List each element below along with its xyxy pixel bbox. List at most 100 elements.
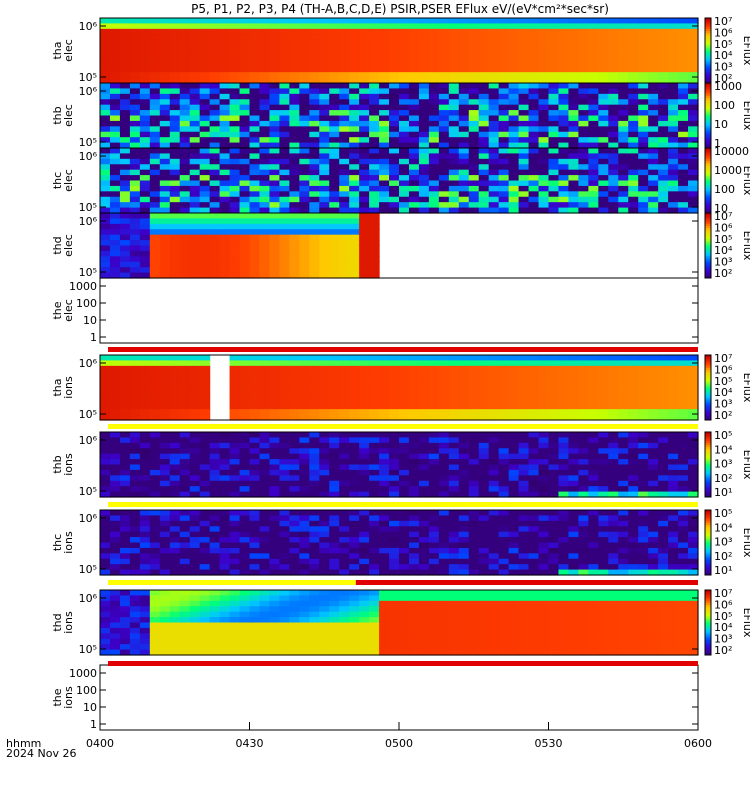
spectrogram-cell: [418, 23, 430, 30]
spectrogram-cell: [209, 169, 221, 176]
spectrogram-cell: [149, 164, 161, 171]
spectrogram-cell: [109, 558, 121, 565]
spectrogram-cell: [498, 569, 510, 576]
spectrogram-cell: [418, 360, 430, 367]
spectrogram-cell: [239, 218, 251, 225]
colorbar-segment: [705, 130, 711, 134]
spectrogram-cell: [309, 382, 320, 389]
spectrogram-cell: [359, 464, 370, 471]
spectrogram-cell: [119, 537, 131, 544]
spectrogram-cell: [249, 553, 261, 560]
spectrogram-cell: [598, 453, 609, 460]
spectrogram-cell: [229, 267, 241, 274]
spectrogram-cell: [109, 553, 121, 560]
spectrogram-cell: [269, 387, 280, 394]
spectrogram-cell: [668, 520, 679, 527]
spectrogram-cell: [349, 148, 360, 155]
spectrogram-cell: [289, 459, 300, 466]
spectrogram-cell: [408, 510, 420, 517]
spectrogram-cell: [259, 250, 271, 257]
spectrogram-cell: [638, 531, 649, 538]
spectrogram-cell: [418, 569, 430, 576]
spectrogram-cell: [418, 409, 430, 416]
spectrogram-cell: [608, 515, 619, 522]
spectrogram-cell: [249, 360, 261, 367]
spectrogram-cell: [259, 196, 271, 203]
spectrogram-cell: [578, 202, 589, 209]
spectrogram-cell: [379, 110, 390, 117]
spectrogram-cell: [149, 256, 161, 263]
spectrogram-cell: [418, 207, 430, 214]
spectrogram-cell: [578, 475, 589, 482]
spectrogram-cell: [299, 432, 310, 439]
spectrogram-cell: [249, 93, 261, 100]
spectrogram-cell: [129, 510, 141, 517]
spectrogram-cell: [598, 202, 609, 209]
spectrogram-cell: [369, 131, 380, 138]
spectrogram-cell: [498, 23, 510, 30]
spectrogram-cell: [309, 272, 320, 279]
spectrogram-cell: [428, 180, 440, 187]
spectrogram-cell: [688, 432, 699, 439]
spectrogram-cell: [239, 88, 251, 95]
spectrogram-cell: [468, 515, 480, 522]
spectrogram-cell: [638, 486, 649, 493]
spectrogram-cell: [588, 382, 599, 389]
spectrogram-cell: [538, 23, 550, 30]
spectrogram-cell: [548, 196, 560, 203]
panel-label-species: ions: [62, 376, 75, 399]
spectrogram-cell: [628, 104, 639, 111]
spectrogram-cell: [319, 542, 330, 549]
spectrogram-cell: [568, 382, 579, 389]
spectrogram-cell: [448, 148, 460, 155]
spectrogram-cell: [239, 142, 251, 149]
spectrogram-cell: [558, 480, 570, 487]
colorbar-segment: [705, 453, 711, 457]
spectrogram-cell: [528, 120, 540, 127]
spectrogram-cell: [239, 213, 251, 220]
spectrogram-cell: [508, 18, 520, 25]
spectrogram-cell: [498, 387, 510, 394]
spectrogram-cell: [109, 99, 121, 106]
spectrogram-cell: [139, 175, 151, 182]
colorbar-segment: [705, 50, 711, 54]
spectrogram-cell: [518, 77, 530, 84]
colorbar-tick-label: 10⁴: [714, 244, 733, 257]
spectrogram-cell: [329, 376, 340, 383]
spectrogram-cell: [638, 371, 649, 378]
spectrogram-cell: [329, 475, 340, 482]
spectrogram-cell: [678, 142, 689, 149]
spectrogram-cell: [508, 453, 520, 460]
spectrogram-cell: [548, 398, 560, 405]
spectrogram-cell: [508, 365, 520, 372]
spectrogram-cell: [598, 553, 609, 560]
spectrogram-cell: [418, 158, 430, 165]
spectrogram-cell: [239, 196, 251, 203]
spectrogram-cell: [259, 229, 271, 236]
spectrogram-cell: [279, 99, 290, 106]
spectrogram-cell: [399, 448, 410, 455]
spectrogram-cell: [219, 542, 231, 549]
spectrogram-cell: [289, 272, 300, 279]
spectrogram-cell: [608, 77, 619, 84]
spectrogram-cell: [129, 34, 141, 41]
spectrogram-cell: [428, 66, 440, 73]
spectrogram-cell: [578, 169, 589, 176]
spectrogram-cell: [269, 77, 280, 84]
spectrogram-cell: [129, 403, 141, 410]
spectrogram-cell: [508, 409, 520, 416]
spectrogram-cell: [259, 491, 271, 498]
spectrogram-cell: [159, 531, 171, 538]
colorbar-segment: [705, 54, 711, 58]
spectrogram-cell: [658, 486, 669, 493]
spectrogram-cell: [299, 491, 310, 498]
spectrogram-cell: [139, 250, 151, 257]
spectrogram-cell: [100, 131, 111, 138]
spectrogram-cell: [379, 55, 390, 62]
spectrogram-cell: [319, 240, 330, 247]
spectrogram-cell: [369, 115, 380, 122]
spectrogram-cell: [169, 34, 181, 41]
spectrogram-cell: [408, 475, 420, 482]
spectrogram-cell: [448, 104, 460, 111]
spectrogram-cell: [189, 459, 201, 466]
